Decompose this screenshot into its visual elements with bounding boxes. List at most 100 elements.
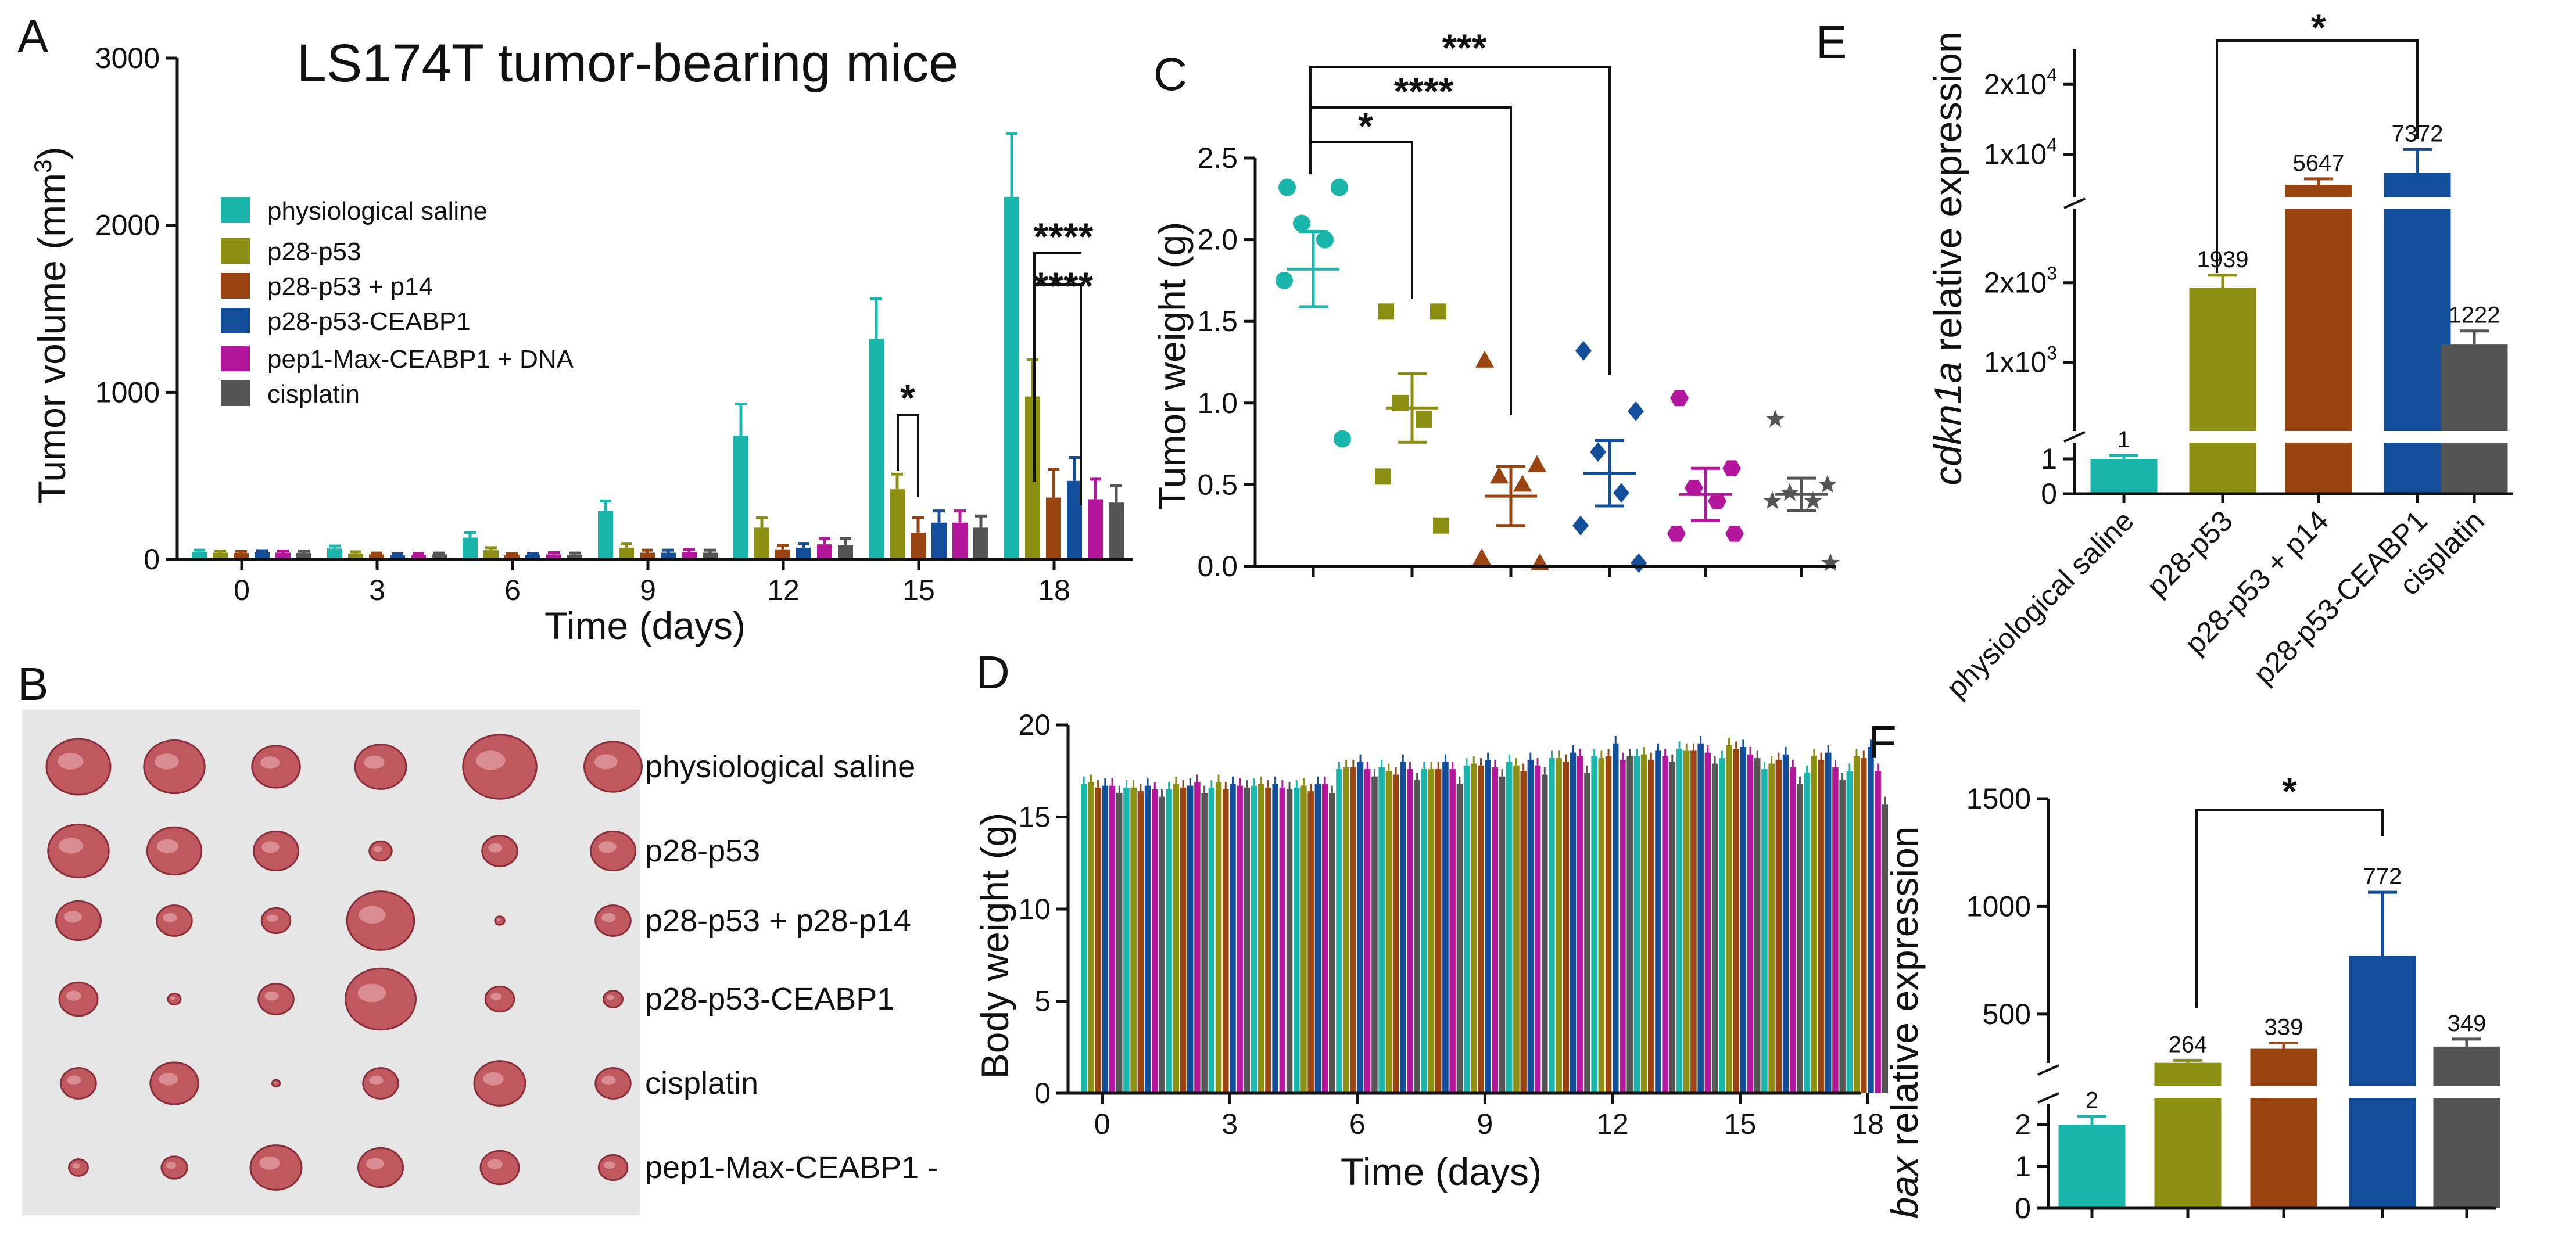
sig-star-c-2: **** [1394,70,1454,113]
chart-a-bar [369,554,384,559]
chart-a-ytick-label: 2000 [95,209,160,242]
chart-d-bar [1428,769,1435,1093]
panel-letter-a: A [17,10,49,62]
chart-e-bar-break [2284,431,2353,443]
chart-c-point [1430,303,1446,320]
chart-a-bar [598,511,613,559]
chart-d-bar [1669,762,1676,1093]
chart-d-bar [1782,754,1789,1093]
chart-c-point [1590,442,1606,462]
tumor-highlight [483,1072,504,1086]
chart-d-bar [1683,750,1690,1093]
tumor-highlight [170,996,175,1000]
chart-d-bar [1626,756,1633,1093]
chart-f-ytick-label: 1 [2015,1150,2031,1183]
chart-d-xtick-label: 9 [1477,1108,1493,1140]
chart-f-value-label: 772 [2363,864,2402,889]
tumor-photo [45,734,643,1191]
chart-d-bar [1655,750,1661,1093]
chart-d-bar [1208,787,1215,1093]
chart-a-bar [432,554,447,559]
tumor-highlight [156,839,179,854]
chart-e-bar [2090,459,2158,494]
chart-a-bar [890,489,905,559]
tumor-highlight [159,1073,178,1086]
chart-a-bar [619,547,634,559]
chart-c-point [1490,466,1509,484]
chart-f-ytick-label: 2 [2015,1108,2031,1141]
legend-swatch-pep1 [221,346,250,371]
chart-c-point [1433,517,1449,534]
chart-c-ytick-label: 2.0 [1197,224,1238,256]
chart-c-point [1575,340,1592,361]
chart-d-bar [1499,776,1506,1093]
chart-d-ylabel: Body weight (g) [973,813,1016,1079]
chart-d-bar [1591,756,1597,1093]
chart-d-bar [1882,804,1889,1093]
chart-a-bar [1088,499,1103,559]
chart-c-point [1685,480,1703,496]
sig-bracket-a-3 [1033,252,1081,436]
chart-d-bar [1527,760,1534,1093]
chart-d-bar [1102,785,1109,1093]
chart-d-ytick-label: 5 [1034,985,1051,1018]
chart-d-ytick-label: 10 [1018,893,1051,925]
chart-d-bar [1081,784,1087,1093]
chart-f-bar-break [2153,1086,2223,1098]
chart-d-bar [1620,760,1626,1093]
tumor-highlight [490,993,502,1001]
chart-d-bar [1478,765,1484,1093]
panel-c: C Tumor weight (g) 0.0 0.5 1.0 1.5 2.0 2.5 * … [1151,26,1840,583]
chart-d-bar [1364,769,1371,1093]
chart-f-bar [2349,955,2416,1208]
sig-bracket-c-1 [1309,141,1413,299]
chart-a-bar [567,554,582,559]
chart-c-point [1725,525,1744,542]
chart-f-value-label: 264 [2169,1032,2208,1057]
chart-d-bar [1463,765,1470,1093]
tumor-highlight [261,841,280,853]
chart-d-bar [1095,787,1101,1093]
tumor-highlight [266,914,278,922]
legend-swatch-cisplatin [221,380,250,406]
chart-d-bar [1244,787,1251,1093]
legend-label-p28p53: p28-p53 [267,238,361,266]
chart-d-xtick-label: 18 [1851,1108,1884,1140]
chart-d-bar [1215,782,1222,1093]
chart-a-bar [931,522,947,559]
chart-a-bar [483,550,499,559]
chart-d-bar [1754,758,1761,1093]
legend-label-saline: physiological saline [267,197,488,225]
chart-f-value-label: 349 [2448,1011,2487,1036]
panel-b: B physiological saline p28-p53 p28-p53 + p… [17,658,938,1215]
chart-d-ytick-label: 0 [1034,1077,1051,1109]
tumor-highlight [603,1161,615,1169]
tumor-highlight [163,913,177,922]
tumor-highlight [369,1075,384,1085]
sig-star-a-1: * [900,376,915,419]
chart-c-ytick-label: 0.0 [1197,550,1238,583]
chart-f-bar [2433,1046,2500,1208]
chart-c-point [1762,491,1782,509]
tumor-row-label: p28-p53 + p28-p14 [645,903,911,938]
chart-d-bar [1648,760,1654,1093]
chart-f-ytick-label: 1000 [1966,890,2031,922]
chart-e-bar-break [2284,197,2353,209]
chart-d-bar [1130,787,1137,1093]
chart-a-xtick-label: 9 [640,574,656,606]
chart-a-bar [546,554,561,559]
chart-d-bar [1265,787,1271,1093]
chart-a-ytick-label: 3000 [95,42,160,74]
legend-label-cisplatin: cisplatin [267,380,360,408]
chart-c-point [1513,475,1532,492]
chart-d-ytick-label: 15 [1018,801,1051,834]
chart-c-significance: * **** *** [1309,26,1611,415]
chart-a-bar [192,552,207,559]
chart-d-bar [1407,769,1413,1093]
chart-a-bar [1004,196,1019,560]
chart-d-bar [1378,767,1385,1093]
tumor-row-label: p28-p53 [645,834,760,868]
chart-f-value-label: 2 [2086,1088,2098,1114]
chart-d-bar [1251,785,1257,1093]
chart-d-bar [1343,767,1349,1093]
